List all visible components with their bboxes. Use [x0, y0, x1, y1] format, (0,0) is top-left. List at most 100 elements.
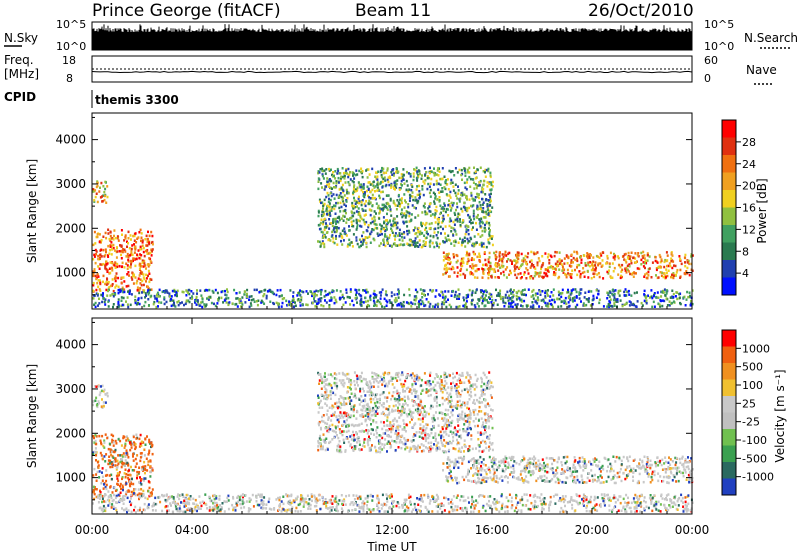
- range-cell: [112, 295, 115, 298]
- range-cell: [314, 500, 317, 503]
- range-cell: [115, 256, 118, 259]
- range-cell: [489, 261, 492, 265]
- range-cell: [637, 252, 640, 255]
- range-cell: [383, 305, 386, 309]
- range-cell: [472, 250, 475, 254]
- range-cell: [416, 179, 419, 182]
- range-cell: [395, 171, 397, 174]
- range-cell: [353, 185, 355, 189]
- range-cell: [433, 200, 436, 203]
- range-cell: [447, 188, 450, 191]
- range-cell: [418, 190, 421, 193]
- range-cell: [449, 261, 452, 264]
- range-cell: [450, 178, 453, 182]
- range-cell: [674, 295, 677, 298]
- range-cell: [490, 293, 493, 297]
- range-cell: [578, 494, 581, 498]
- range-cell: [450, 242, 453, 245]
- range-cell: [576, 264, 579, 267]
- range-cell: [331, 234, 334, 237]
- range-cell: [398, 205, 401, 208]
- range-cell: [452, 220, 455, 224]
- range-cell: [340, 217, 343, 220]
- range-cell: [103, 388, 106, 392]
- range-cell: [672, 296, 675, 299]
- range-cell: [525, 260, 528, 264]
- range-cell: [580, 288, 583, 291]
- range-cell: [416, 245, 419, 248]
- range-cell: [130, 510, 133, 513]
- range-cell: [139, 278, 142, 281]
- range-cell: [262, 294, 265, 298]
- range-cell: [687, 502, 690, 506]
- range-cell: [345, 221, 348, 224]
- range-cell: [443, 267, 446, 271]
- range-cell: [349, 217, 352, 220]
- range-cell: [121, 250, 124, 254]
- range-cell: [144, 465, 147, 468]
- range-cell: [603, 504, 606, 507]
- range-cell: [548, 299, 551, 302]
- range-cell: [468, 206, 470, 210]
- range-cell: [95, 495, 98, 499]
- range-cell: [353, 498, 356, 501]
- range-cell: [351, 201, 354, 205]
- range-cell: [564, 300, 567, 303]
- range-cell: [539, 290, 542, 293]
- range-cell: [614, 300, 617, 303]
- range-cell: [436, 510, 439, 513]
- range-cell: [148, 438, 151, 442]
- range-cell: [400, 211, 403, 215]
- range-cell: [378, 244, 381, 248]
- range-cell: [486, 264, 489, 267]
- range-cell: [327, 185, 330, 188]
- range-cell: [315, 289, 318, 293]
- range-cell: [289, 503, 292, 506]
- range-cell: [96, 180, 99, 183]
- range-cell: [456, 202, 458, 205]
- range-cell: [299, 299, 302, 303]
- range-cell: [627, 501, 630, 504]
- range-cell: [360, 301, 363, 304]
- range-cell: [326, 191, 329, 195]
- range-cell: [334, 204, 337, 208]
- range-cell: [429, 302, 432, 306]
- range-cell: [412, 178, 415, 182]
- range-cell: [550, 255, 553, 259]
- range-cell: [378, 300, 381, 304]
- range-cell: [342, 190, 345, 194]
- range-cell: [129, 474, 132, 477]
- range-cell: [352, 174, 354, 177]
- range-cell: [132, 259, 134, 263]
- range-cell: [281, 301, 284, 305]
- range-cell: [487, 213, 490, 216]
- range-cell: [625, 294, 628, 297]
- range-cell: [345, 204, 347, 208]
- range-cell: [345, 168, 348, 171]
- range-cell: [538, 305, 541, 308]
- range-cell: [507, 299, 510, 302]
- range-cell: [557, 263, 560, 267]
- range-cell: [297, 510, 300, 513]
- range-cell: [472, 266, 475, 270]
- range-cell: [440, 232, 442, 235]
- range-cell: [464, 171, 467, 174]
- range-cell: [132, 435, 135, 439]
- range-cell: [116, 464, 119, 467]
- range-cell: [444, 232, 446, 235]
- range-cell: [444, 210, 447, 214]
- range-cell: [351, 509, 354, 512]
- range-cell: [423, 234, 426, 237]
- range-cell: [529, 277, 532, 280]
- range-cell: [173, 301, 175, 305]
- range-cell: [355, 236, 358, 239]
- range-cell: [663, 260, 666, 264]
- range-cell: [587, 263, 590, 267]
- range-cell: [413, 229, 415, 232]
- range-cell: [432, 289, 435, 292]
- range-cell: [98, 288, 101, 291]
- range-cell: [462, 220, 465, 224]
- range-cell: [147, 265, 150, 268]
- range-cell: [289, 289, 292, 292]
- range-cell: [328, 305, 331, 309]
